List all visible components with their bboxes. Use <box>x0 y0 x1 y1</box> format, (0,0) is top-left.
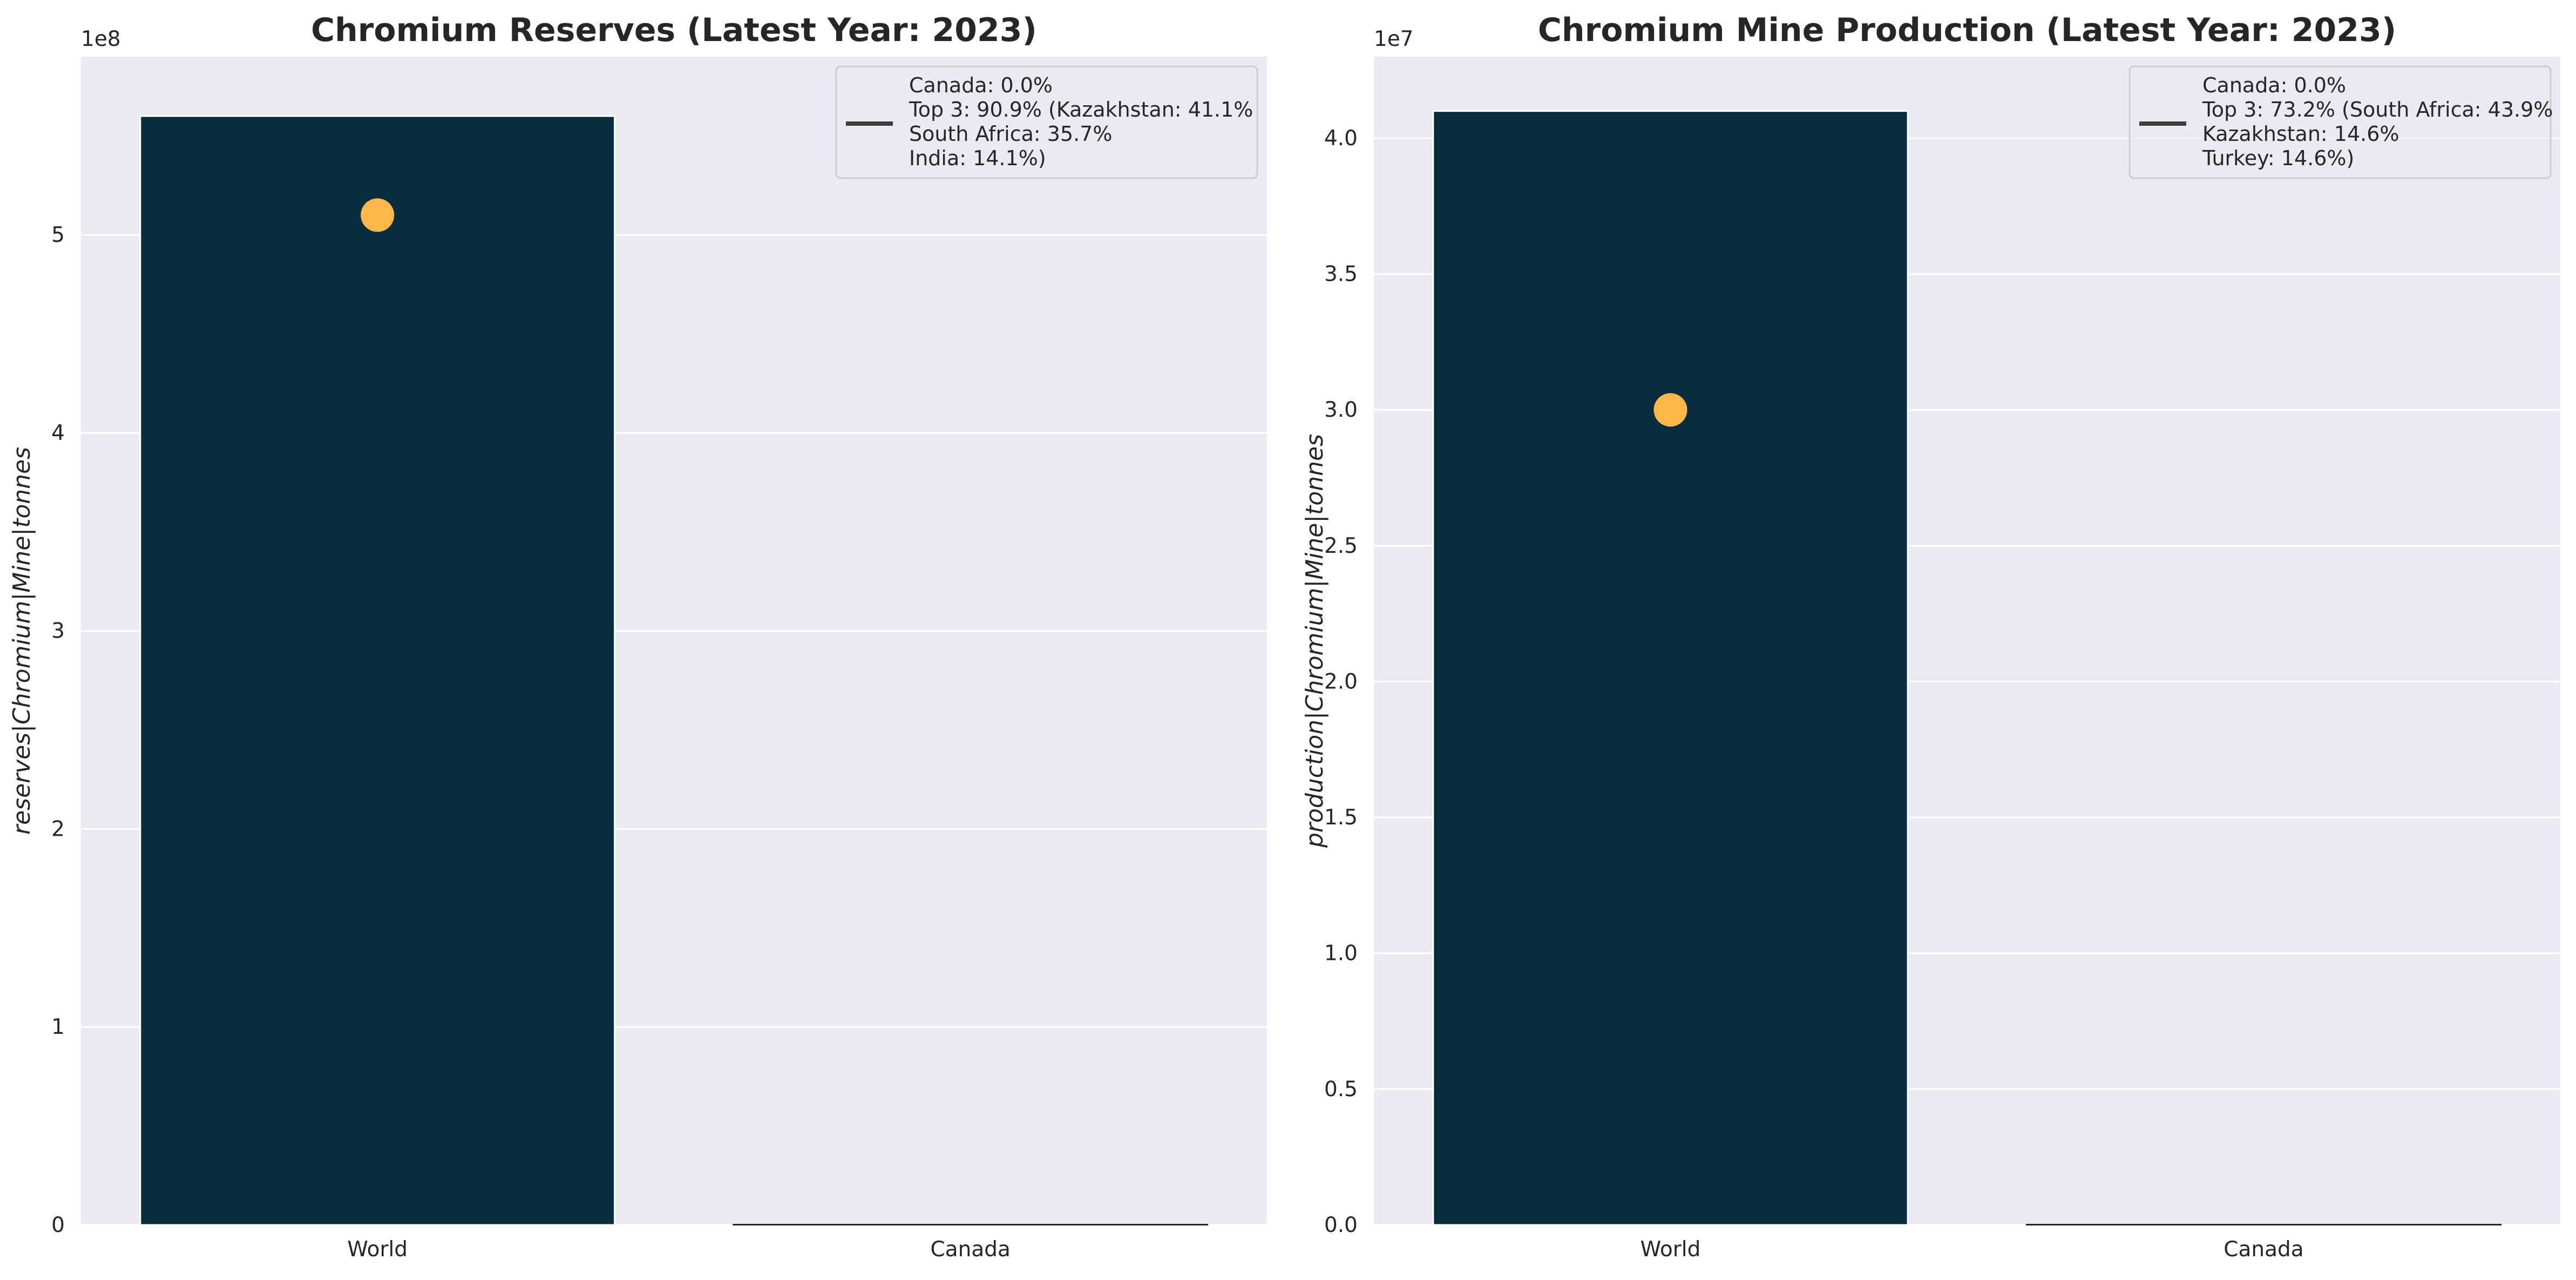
y-tick-label: 5 <box>51 223 65 247</box>
y-tick-label: 2.0 <box>1324 669 1358 694</box>
legend: Canada: 0.0%Top 3: 90.9% (Kazakhstan: 41… <box>835 65 1258 179</box>
chart-panel-2: 0.0 0.5 1.0 1.5 2.0 2.5 3.0 3.5 4.0 World Canada Ch… <box>1301 11 2560 1262</box>
y-tick-label: 3.0 <box>1324 398 1358 422</box>
x-tick-label: Canada <box>931 1237 1011 1262</box>
legend-text-line: South Africa: 35.7% <box>909 122 1113 146</box>
y-axis-label: production|Chromium|Mine|tonnes <box>1301 434 1328 848</box>
y-tick-label: 1.0 <box>1324 942 1358 966</box>
y-tick-label: 4.0 <box>1324 126 1358 151</box>
y-tick-label: 1.5 <box>1324 805 1358 830</box>
bar-world <box>139 115 616 1226</box>
legend-text-line: Canada: 0.0% <box>909 73 1053 97</box>
y-tick-label: 0.5 <box>1324 1077 1358 1101</box>
chart-title: Chromium Mine Production (Latest Year: 2… <box>1538 11 2396 49</box>
y-tick-label: 2.5 <box>1324 534 1358 558</box>
y-tick-label: 2 <box>51 817 65 841</box>
y-tick-label: 1 <box>51 1015 65 1039</box>
x-tick-label: World <box>347 1237 408 1262</box>
marker-point <box>1653 393 1687 427</box>
y-tick-label: 4 <box>51 421 65 445</box>
y-tick-label: 3.5 <box>1324 262 1358 287</box>
legend-text-line: Top 3: 90.9% (Kazakhstan: 41.1% <box>909 98 1253 121</box>
chart-panel-1: 0 1 2 3 4 5 World Canada Chromium Reserves (Late… <box>8 11 1267 1262</box>
legend-text-line: India: 14.1%) <box>909 146 1046 170</box>
legend-box <box>835 65 1258 179</box>
legend-box <box>2128 65 2552 179</box>
bar-canada <box>2025 1224 2502 1225</box>
legend-text-line: Top 3: 73.2% (South Africa: 43.9% <box>2202 98 2553 121</box>
y-offset-label: 1e7 <box>1374 27 1414 51</box>
chart-title: Chromium Reserves (Latest Year: 2023) <box>311 11 1037 49</box>
y-axis-label: reserves|Chromium|Mine|tonnes <box>8 447 36 835</box>
bar-world <box>1432 110 1909 1226</box>
x-tick-label: World <box>1640 1237 1701 1262</box>
bar-canada <box>733 1224 1209 1225</box>
y-tick-label: 0 <box>51 1213 65 1237</box>
y-tick-label: 0.0 <box>1324 1213 1358 1237</box>
legend-text-line: Turkey: 14.6%) <box>2202 146 2354 170</box>
legend-text-line: Kazakhstan: 14.6% <box>2202 122 2399 146</box>
y-offset-label: 1e8 <box>81 27 121 51</box>
marker-point <box>361 198 395 232</box>
y-tick-label: 3 <box>51 619 65 644</box>
x-tick-label: Canada <box>2224 1237 2303 1262</box>
legend-text-line: Canada: 0.0% <box>2202 73 2346 97</box>
legend: Canada: 0.0%Top 3: 73.2% (South Africa: … <box>2128 65 2553 179</box>
